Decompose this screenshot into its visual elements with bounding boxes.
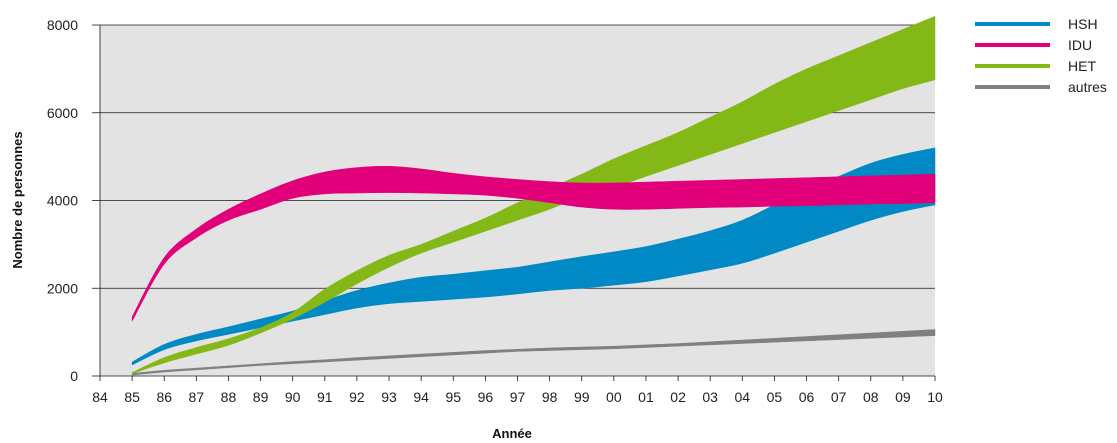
x-tick-label: 85 xyxy=(124,389,140,405)
x-tick-label: 94 xyxy=(413,389,429,405)
x-tick-label: 97 xyxy=(510,389,526,405)
y-axis-title: Nombre de personnes xyxy=(10,131,25,268)
legend-label-idu: IDU xyxy=(1068,37,1092,53)
x-tick-label: 92 xyxy=(349,389,365,405)
legend-label-autres: autres xyxy=(1068,79,1107,95)
x-tick-label: 08 xyxy=(863,389,879,405)
x-tick-label: 10 xyxy=(927,389,943,405)
y-tick-label: 8000 xyxy=(47,17,78,33)
series-bands xyxy=(131,15,936,376)
x-tick-label: 05 xyxy=(767,389,783,405)
x-tick-label: 02 xyxy=(670,389,686,405)
x-axis-title: Année xyxy=(492,426,532,441)
y-tick-label: 0 xyxy=(70,368,78,384)
x-tick-label: 90 xyxy=(285,389,301,405)
x-tick-label: 03 xyxy=(702,389,718,405)
x-tick-label: 04 xyxy=(735,389,751,405)
x-tick-label: 86 xyxy=(156,389,172,405)
y-tick-label: 4000 xyxy=(47,193,78,209)
x-tick-label: 87 xyxy=(189,389,205,405)
x-tick-label: 95 xyxy=(445,389,461,405)
x-axis-ticks: 84 85 86 87 88 89 90 91 92 93 94 95 96 97 98 99 00 01 02 03… xyxy=(92,376,943,405)
band-idu xyxy=(131,165,936,323)
y-tick-label: 2000 xyxy=(47,280,78,296)
y-axis-ticks: 0 2000 4000 6000 8000 xyxy=(47,17,100,384)
x-tick-label: 00 xyxy=(606,389,622,405)
band-het xyxy=(131,15,936,375)
x-tick-label: 88 xyxy=(221,389,237,405)
x-tick-label: 09 xyxy=(895,389,911,405)
x-tick-label: 06 xyxy=(799,389,815,405)
x-tick-label: 99 xyxy=(574,389,590,405)
x-tick-label: 07 xyxy=(831,389,847,405)
x-tick-label: 91 xyxy=(317,389,333,405)
band-hsh xyxy=(131,147,936,366)
legend-label-het: HET xyxy=(1068,58,1096,74)
y-tick-label: 6000 xyxy=(47,105,78,121)
x-tick-label: 98 xyxy=(542,389,558,405)
x-tick-label: 01 xyxy=(638,389,654,405)
x-tick-label: 96 xyxy=(478,389,494,405)
legend-label-hsh: HSH xyxy=(1068,16,1098,32)
x-tick-label: 89 xyxy=(253,389,269,405)
band-autres xyxy=(131,329,936,376)
x-tick-label: 84 xyxy=(92,389,108,405)
legend: HSH IDU HET autres xyxy=(975,16,1107,95)
x-tick-label: 93 xyxy=(381,389,397,405)
